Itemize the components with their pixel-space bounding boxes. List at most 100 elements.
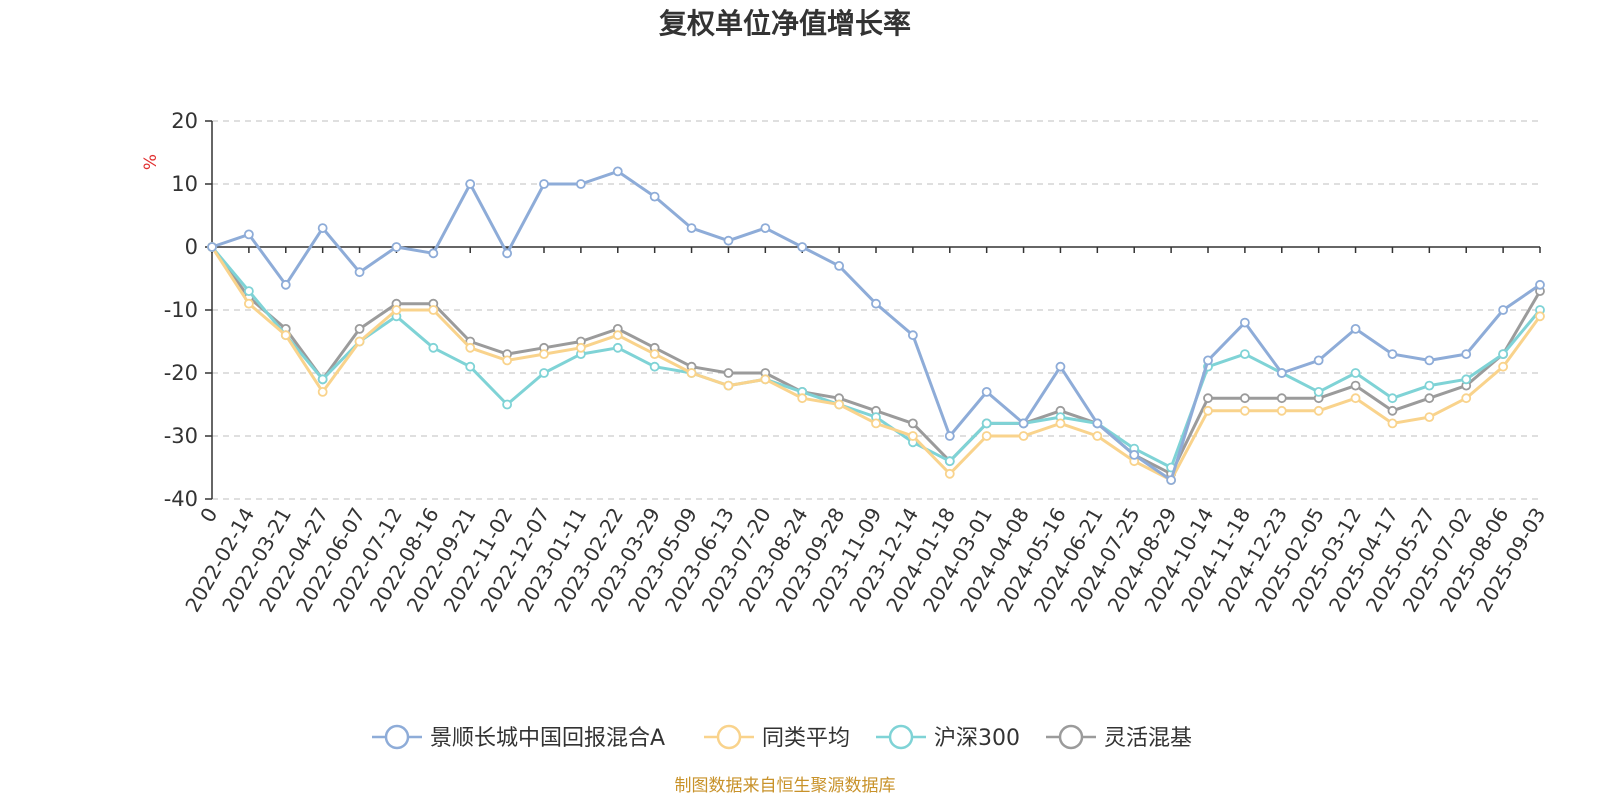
series-point bbox=[723, 235, 734, 246]
y-tick-label: -10 bbox=[164, 298, 198, 322]
series-point bbox=[649, 349, 660, 360]
legend-label: 同类平均 bbox=[762, 726, 850, 751]
series-point bbox=[317, 386, 328, 397]
series-point bbox=[981, 386, 992, 397]
series-point bbox=[907, 330, 918, 341]
y-tick-label: -40 bbox=[164, 487, 198, 511]
series-point bbox=[1276, 405, 1287, 416]
series-point bbox=[907, 418, 918, 429]
grid-lines bbox=[212, 120, 1540, 500]
series-point bbox=[1092, 418, 1103, 429]
axes bbox=[205, 120, 1541, 500]
series-point bbox=[1276, 368, 1287, 378]
legend-circle-icon bbox=[1058, 724, 1084, 750]
series-point bbox=[1498, 361, 1509, 372]
legend-item[interactable]: 沪深300 bbox=[876, 724, 1020, 751]
series-point bbox=[1239, 405, 1250, 416]
series-point bbox=[391, 242, 402, 252]
series-point bbox=[1313, 355, 1324, 366]
series-point bbox=[428, 305, 439, 315]
series-point bbox=[1239, 349, 1250, 360]
chart-title: 复权单位净值增长率 bbox=[659, 7, 911, 40]
series-point bbox=[1424, 412, 1435, 423]
series-line bbox=[210, 246, 1542, 476]
series-point bbox=[1313, 405, 1324, 416]
series-point bbox=[1018, 431, 1029, 441]
series-point bbox=[539, 179, 549, 189]
series-point bbox=[317, 223, 328, 234]
series-point bbox=[317, 374, 328, 385]
series-point bbox=[1424, 380, 1435, 391]
x-tick-labels: 02022-02-142022-03-212022-04-272022-06-0… bbox=[180, 504, 1550, 617]
data-source-note: 制图数据来自恒生聚源数据库 bbox=[675, 776, 896, 796]
series-point bbox=[907, 431, 918, 441]
series-point bbox=[1129, 449, 1140, 460]
legend-item[interactable]: 同类平均 bbox=[704, 724, 850, 751]
series-point bbox=[1203, 405, 1213, 416]
series-point bbox=[1239, 317, 1250, 328]
series-point bbox=[280, 279, 291, 290]
series-point bbox=[502, 399, 513, 410]
series-point bbox=[280, 330, 291, 341]
series-point bbox=[575, 179, 586, 189]
series-point bbox=[428, 342, 439, 353]
series-point bbox=[465, 179, 476, 189]
series-point bbox=[1387, 393, 1398, 404]
y-tick-labels: 20 10 0 -10 -20 -30 -40 bbox=[164, 109, 198, 511]
series-point bbox=[1387, 349, 1398, 360]
series-point bbox=[1313, 386, 1324, 397]
series-point bbox=[243, 229, 254, 240]
legend-label: 景顺长城中国回报混合A bbox=[430, 726, 665, 751]
series-point bbox=[243, 286, 254, 297]
series-point bbox=[243, 298, 254, 309]
series-point bbox=[1461, 349, 1472, 360]
series-line bbox=[211, 169, 1541, 482]
series-point bbox=[428, 248, 439, 259]
series-point bbox=[1350, 368, 1361, 378]
series-point bbox=[465, 342, 476, 353]
series-point bbox=[871, 298, 881, 309]
series-point bbox=[1387, 405, 1398, 416]
series-point bbox=[1461, 393, 1472, 404]
series-point bbox=[612, 342, 623, 353]
y-tick-label: 10 bbox=[171, 172, 198, 196]
legend-label: 灵活混基 bbox=[1104, 726, 1192, 751]
series-point bbox=[1350, 393, 1361, 404]
legend-item[interactable]: 景顺长城中国回报混合A bbox=[372, 724, 665, 751]
series-point bbox=[391, 305, 402, 315]
series-point bbox=[797, 242, 808, 252]
series-point bbox=[1498, 349, 1509, 360]
series-point bbox=[539, 368, 549, 378]
y-tick-label: 20 bbox=[171, 109, 198, 133]
x-tick-label: 0 bbox=[195, 504, 222, 527]
series-point bbox=[797, 393, 808, 404]
series-point bbox=[834, 399, 845, 410]
series-point bbox=[612, 330, 623, 341]
legend-item[interactable]: 灵活混基 bbox=[1046, 724, 1192, 751]
series-point bbox=[465, 361, 476, 372]
series-line bbox=[210, 246, 1542, 469]
legend-circle-icon bbox=[716, 724, 742, 750]
series-point bbox=[1018, 418, 1029, 429]
series-point bbox=[760, 374, 771, 385]
series-point bbox=[1203, 393, 1213, 404]
series-point bbox=[354, 336, 365, 347]
series-point bbox=[686, 368, 697, 378]
series-point bbox=[612, 166, 623, 177]
series-point bbox=[1276, 393, 1287, 404]
series-point bbox=[1239, 393, 1250, 404]
series-point bbox=[1424, 393, 1435, 404]
series-point bbox=[723, 368, 734, 378]
legend: 景顺长城中国回报混合A 同类平均 沪深300 灵活混基 bbox=[372, 724, 1192, 751]
series-point bbox=[1092, 431, 1103, 441]
series-point bbox=[502, 248, 513, 259]
series-point bbox=[1203, 355, 1213, 366]
series-point bbox=[871, 418, 881, 429]
series-point bbox=[944, 468, 955, 479]
series-point bbox=[1535, 311, 1545, 322]
series-point bbox=[649, 191, 660, 202]
y-axis-unit: % bbox=[141, 154, 161, 170]
legend-circle-icon bbox=[384, 724, 410, 750]
series-point bbox=[723, 380, 734, 391]
series-point bbox=[1535, 279, 1545, 290]
